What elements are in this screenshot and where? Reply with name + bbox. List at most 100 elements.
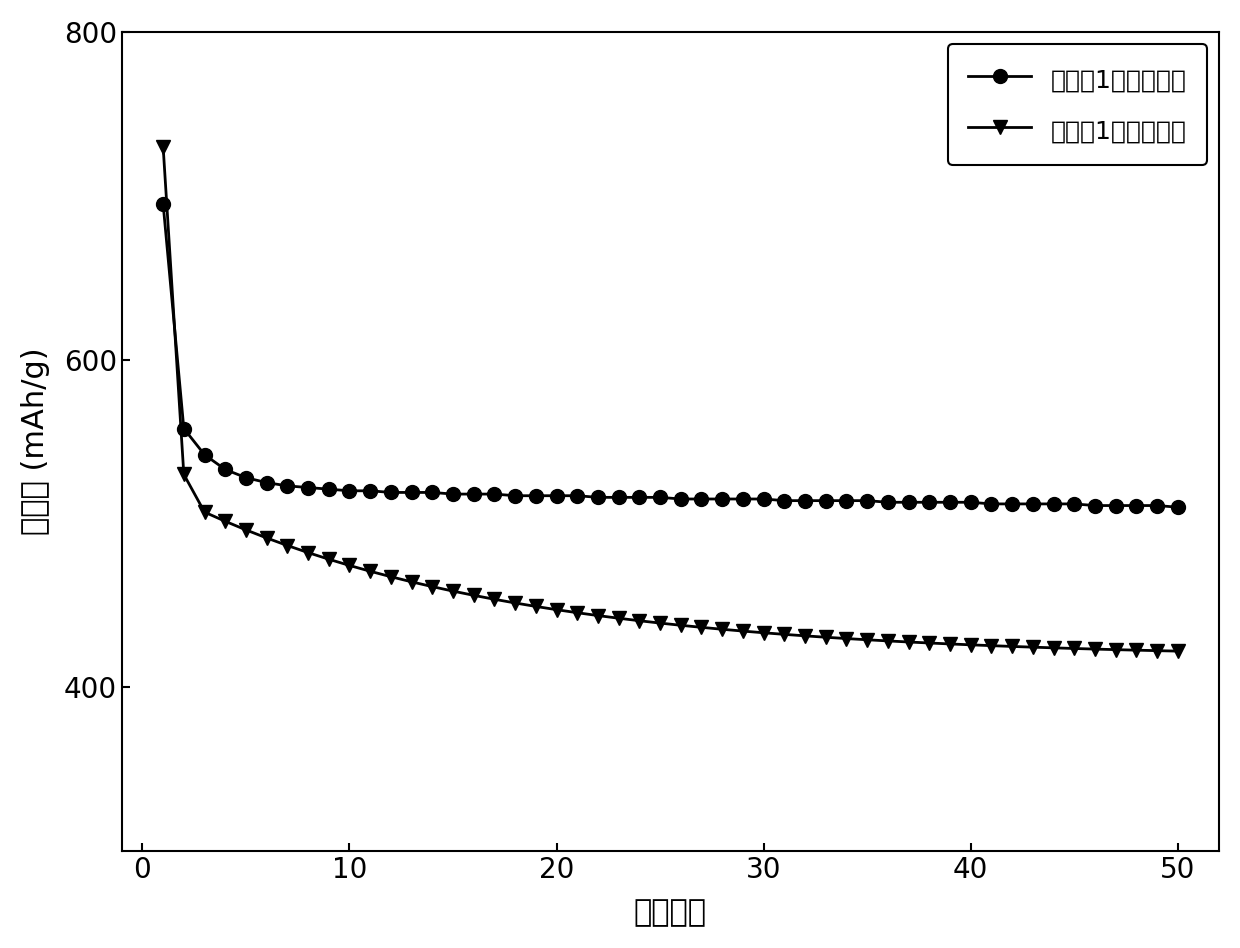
实施例1放电比容量 [363, 485, 378, 497]
对比例1放电比容量 [1004, 641, 1019, 652]
对比例1放电比容量 [280, 539, 295, 551]
实施例1放电比容量 [652, 492, 667, 503]
对比例1放电比容量 [197, 506, 212, 518]
对比例1放电比容量 [1128, 645, 1143, 656]
实施例1放电比容量 [1004, 499, 1019, 510]
实施例1放电比容量 [590, 492, 605, 503]
Line: 实施例1放电比容量: 实施例1放电比容量 [156, 197, 1184, 514]
对比例1放电比容量 [777, 629, 792, 640]
对比例1放电比容量 [921, 637, 936, 648]
对比例1放电比容量 [1047, 642, 1061, 653]
对比例1放电比容量 [1149, 645, 1164, 656]
实施例1放电比容量 [839, 495, 854, 506]
实施例1放电比容量 [797, 495, 812, 506]
对比例1放电比容量 [425, 581, 440, 592]
实施例1放电比容量 [383, 486, 398, 498]
对比例1放电比容量 [694, 622, 709, 633]
对比例1放电比容量 [714, 624, 729, 635]
实施例1放电比容量 [673, 493, 688, 504]
实施例1放电比容量 [1171, 501, 1185, 513]
实施例1放电比容量 [156, 198, 171, 210]
实施例1放电比容量 [963, 497, 978, 508]
实施例1放电比容量 [570, 490, 585, 501]
对比例1放电比容量 [321, 554, 336, 565]
对比例1放电比容量 [383, 571, 398, 582]
对比例1放电比容量 [507, 597, 522, 609]
Legend: 实施例1放电比容量, 对比例1放电比容量: 实施例1放电比容量, 对比例1放电比容量 [949, 45, 1207, 165]
实施例1放电比容量 [197, 449, 212, 461]
实施例1放电比容量 [880, 497, 895, 508]
实施例1放电比容量 [735, 493, 750, 504]
实施例1放电比容量 [632, 492, 647, 503]
对比例1放电比容量 [342, 559, 357, 571]
实施例1放电比容量 [176, 423, 191, 434]
实施例1放电比容量 [1128, 500, 1143, 511]
对比例1放电比容量 [611, 612, 626, 624]
实施例1放电比容量 [942, 497, 957, 508]
Line: 对比例1放电比容量: 对比例1放电比容量 [156, 139, 1184, 658]
对比例1放电比容量 [176, 468, 191, 480]
对比例1放电比容量 [942, 638, 957, 649]
对比例1放电比容量 [652, 617, 667, 629]
对比例1放电比容量 [528, 601, 543, 612]
对比例1放电比容量 [590, 610, 605, 621]
实施例1放电比容量 [259, 477, 274, 488]
对比例1放电比容量 [487, 593, 502, 605]
实施例1放电比容量 [466, 488, 481, 500]
实施例1放电比容量 [321, 483, 336, 495]
对比例1放电比容量 [985, 640, 999, 651]
实施例1放电比容量 [1066, 499, 1081, 510]
对比例1放电比容量 [1066, 643, 1081, 654]
对比例1放电比容量 [673, 620, 688, 631]
对比例1放电比容量 [632, 615, 647, 627]
对比例1放电比容量 [1087, 644, 1102, 655]
实施例1放电比容量 [528, 490, 543, 501]
实施例1放电比容量 [611, 492, 626, 503]
对比例1放电比容量 [259, 532, 274, 543]
实施例1放电比容量 [1025, 499, 1040, 510]
对比例1放电比容量 [238, 524, 253, 536]
实施例1放电比容量 [1109, 500, 1123, 511]
X-axis label: 循环次数: 循环次数 [634, 898, 707, 927]
对比例1放电比容量 [404, 576, 419, 588]
对比例1放电比容量 [1109, 644, 1123, 655]
实施例1放电比容量 [342, 485, 357, 497]
实施例1放电比容量 [1047, 499, 1061, 510]
对比例1放电比容量 [901, 636, 916, 647]
实施例1放电比容量 [238, 472, 253, 483]
对比例1放电比容量 [1025, 642, 1040, 653]
对比例1放电比容量 [218, 516, 233, 527]
实施例1放电比容量 [404, 486, 419, 498]
实施例1放电比容量 [445, 488, 460, 500]
Y-axis label: 比容量 (mAh/g): 比容量 (mAh/g) [21, 348, 50, 536]
实施例1放电比容量 [921, 497, 936, 508]
实施例1放电比容量 [756, 493, 771, 504]
实施例1放电比容量 [300, 482, 315, 493]
对比例1放电比容量 [466, 590, 481, 601]
对比例1放电比容量 [445, 586, 460, 597]
实施例1放电比容量 [694, 493, 709, 504]
对比例1放电比容量 [570, 607, 585, 618]
实施例1放电比容量 [818, 495, 833, 506]
对比例1放电比容量 [839, 633, 854, 645]
对比例1放电比容量 [1171, 646, 1185, 657]
对比例1放电比容量 [156, 141, 171, 153]
实施例1放电比容量 [280, 481, 295, 492]
对比例1放电比容量 [735, 626, 750, 637]
对比例1放电比容量 [756, 627, 771, 638]
对比例1放电比容量 [880, 635, 895, 647]
实施例1放电比容量 [985, 499, 999, 510]
实施例1放电比容量 [859, 495, 874, 506]
实施例1放电比容量 [549, 490, 564, 501]
实施例1放电比容量 [507, 490, 522, 501]
实施例1放电比容量 [425, 486, 440, 498]
实施例1放电比容量 [1087, 500, 1102, 511]
实施例1放电比容量 [714, 493, 729, 504]
实施例1放电比容量 [1149, 500, 1164, 511]
对比例1放电比容量 [549, 604, 564, 615]
对比例1放电比容量 [363, 566, 378, 577]
实施例1放电比容量 [487, 488, 502, 500]
实施例1放电比容量 [218, 464, 233, 475]
实施例1放电比容量 [777, 495, 792, 506]
对比例1放电比容量 [963, 639, 978, 650]
